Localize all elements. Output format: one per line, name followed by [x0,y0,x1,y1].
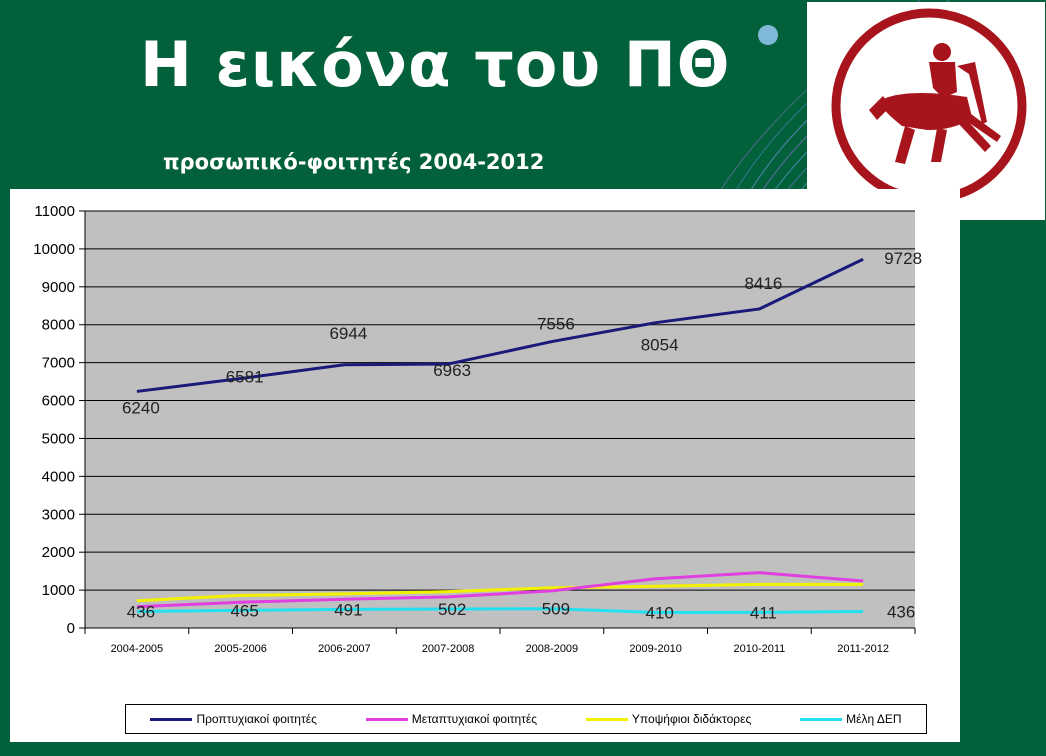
y-tick-label: 2000 [42,544,75,561]
y-tick-label: 4000 [42,468,75,485]
x-tick-label: 2008-2009 [526,643,579,655]
data-label: 6581 [226,368,264,387]
university-logo [807,2,1045,220]
legend-swatch [585,717,628,721]
x-tick-label: 2011-2012 [837,643,889,655]
slide-title: Η εικόνα του ΠΘ [140,28,731,101]
data-label: 6944 [329,324,367,343]
data-label: 9728 [884,249,922,268]
x-tick-label: 2005-2006 [214,643,267,655]
series-line [136,607,864,614]
data-label: 6963 [433,361,471,380]
legend-item: Μεταπτυχιακοί φοιτητές [365,712,538,726]
y-tick-label: 7000 [42,355,75,372]
legend-label: Προπτυχιακοί φοιτητές [196,712,317,726]
legend-swatch [150,717,193,721]
legend-item: Υποψήφιοι διδάκτορες [585,712,752,726]
legend-item: Μέλη ΔΕΠ [800,712,902,726]
x-tick-label: 2006-2007 [318,643,371,655]
legend-item: Προπτυχιακοί φοιτητές [150,712,317,726]
y-tick-label: 6000 [42,393,75,410]
data-label: 6240 [122,398,160,417]
data-label: 465 [230,601,258,620]
plot-area [85,211,915,628]
y-tick-label: 8000 [42,317,75,334]
y-tick-label: 3000 [42,506,75,523]
y-tick-label: 0 [67,620,75,637]
series-line [136,571,864,609]
y-tick-label: 9000 [42,279,75,296]
y-tick-label: 5000 [42,430,75,447]
data-label: 502 [438,600,466,619]
data-label: 491 [334,600,362,619]
data-label: 509 [542,600,570,619]
series-line [136,257,864,393]
legend-swatch [365,717,408,721]
x-tick-label: 2007-2008 [422,643,475,655]
legend-label: Μεταπτυχιακοί φοιτητές [411,712,538,726]
data-label: 8054 [641,336,679,355]
chart-legend: Προπτυχιακοί φοιτητές Μεταπτυχιακοί φοιτη… [125,704,927,734]
y-tick-label: 10000 [33,241,75,258]
x-tick-label: 2009-2010 [629,643,682,655]
x-tick-label: 2010-2011 [733,643,785,655]
data-label: 436 [127,602,155,621]
data-label: 436 [887,602,915,621]
slide-subtitle: προσωπικό-φοιτητές 2004-2012 [163,150,545,174]
y-tick-label: 11000 [34,203,75,220]
data-label: 410 [645,603,673,622]
series-line [136,582,864,603]
data-label: 7556 [537,315,575,334]
x-tick-label: 2004-2005 [111,643,164,655]
y-tick-label: 1000 [42,582,75,599]
line-chart: 0 1000 2000 3000 4000 5000 6000 7000 8000 9000 100… [33,203,922,655]
legend-label: Μέλη ΔΕΠ [846,712,902,726]
legend-swatch [800,717,843,721]
legend-label: Υποψήφιοι διδάκτορες [631,712,752,726]
data-label: 411 [750,603,777,622]
chart-panel: 0 1000 2000 3000 4000 5000 6000 7000 8000 9000 100… [10,189,960,742]
data-label: 8416 [744,274,782,293]
